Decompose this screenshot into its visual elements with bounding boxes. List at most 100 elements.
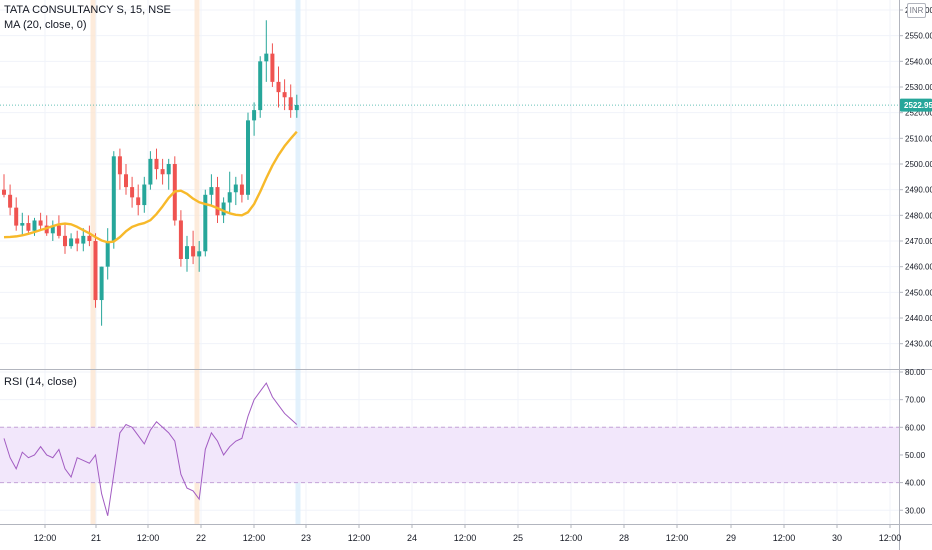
- candle-body: [2, 189, 6, 195]
- candle-body: [136, 197, 141, 206]
- candle: [246, 112, 250, 200]
- candle-body: [185, 246, 189, 259]
- candle: [239, 174, 244, 203]
- candle: [252, 102, 257, 136]
- candle-body: [209, 187, 214, 195]
- time-tick-label: 22: [196, 533, 206, 543]
- candle: [8, 184, 13, 216]
- candle: [270, 43, 275, 88]
- candle: [148, 151, 153, 190]
- time-tick-label: 12:00: [243, 533, 266, 543]
- candle-body: [14, 207, 19, 226]
- candle: [69, 233, 74, 249]
- candle-body: [130, 187, 135, 198]
- candle-body: [87, 235, 92, 242]
- candle-body: [111, 156, 116, 242]
- session-markers: [90, 0, 301, 524]
- candle: [276, 66, 281, 108]
- candle: [166, 158, 171, 190]
- candle: [130, 176, 135, 208]
- candle-body: [264, 53, 269, 62]
- price-tick-label: 2450.00: [905, 288, 932, 297]
- symbol-legend[interactable]: TATA CONSULTANCY S, 15, NSE: [4, 4, 171, 16]
- session-marker: [295, 0, 301, 524]
- candle: [20, 212, 25, 236]
- candle-body: [166, 164, 171, 175]
- candle-body: [8, 194, 13, 208]
- candle-body: [294, 104, 299, 111]
- candle: [282, 79, 287, 111]
- candle: [99, 266, 104, 326]
- candle-body: [117, 156, 122, 175]
- time-tick-label: 12:00: [454, 533, 477, 543]
- rsi-axis[interactable]: 30.00 40.00 50.00 60.00 70.00 80.00: [899, 368, 926, 515]
- candle: [63, 223, 67, 254]
- candle: [191, 230, 196, 265]
- time-tick-label: 12:00: [773, 533, 796, 543]
- candle: [2, 174, 6, 198]
- price-tick-label: 2540.00: [905, 57, 932, 66]
- candle: [264, 20, 269, 82]
- candle: [105, 228, 110, 280]
- price-tick-label: 2510.00: [905, 134, 932, 143]
- candle: [38, 212, 43, 231]
- price-tick-label: 2440.00: [905, 314, 932, 323]
- time-axis[interactable]: 12:00 21 12:00 22 12:00 23 12:00 24 12:00 25 12:00…: [34, 524, 902, 543]
- candle-body: [20, 223, 25, 226]
- candle: [142, 176, 147, 213]
- candle-body: [63, 235, 67, 247]
- rsi-tick-label: 50.00: [905, 451, 926, 460]
- candle-body: [276, 81, 281, 93]
- price-tick-label: 2480.00: [905, 211, 932, 220]
- time-tick-label: 23: [301, 533, 311, 543]
- ma-legend-label: MA (20, close, 0): [4, 19, 87, 31]
- session-marker: [194, 0, 200, 524]
- candle-body: [154, 158, 159, 170]
- ma-series: [3, 130, 298, 244]
- rsi-legend[interactable]: RSI (14, close): [4, 376, 77, 388]
- candle-body: [203, 194, 208, 252]
- candle: [87, 225, 92, 247]
- candle: [26, 215, 31, 234]
- candle: [44, 215, 49, 236]
- rsi-legend-label: RSI (14, close): [4, 376, 77, 388]
- candle-body: [44, 225, 49, 234]
- price-tick-label: 2430.00: [905, 340, 932, 349]
- candle: [93, 233, 98, 308]
- time-tick-label: 12:00: [137, 533, 160, 543]
- candle-body: [252, 110, 257, 121]
- candle: [160, 158, 165, 185]
- candle-body: [75, 238, 80, 244]
- price-axis[interactable]: 2430.00 2440.00 2450.00 2460.00 2470.00 2480.…: [899, 6, 932, 349]
- candle-body: [288, 97, 293, 111]
- candle: [14, 197, 19, 231]
- candle-body: [160, 169, 165, 175]
- candle: [117, 148, 122, 190]
- candle: [124, 164, 128, 195]
- rsi-band-fill: [0, 427, 899, 483]
- candle-body: [105, 241, 110, 267]
- candle-body: [227, 192, 232, 203]
- candle-body: [246, 120, 250, 195]
- price-tick-label: 2490.00: [905, 186, 932, 195]
- ma-legend[interactable]: MA (20, close, 0): [4, 19, 87, 31]
- candle: [136, 184, 141, 216]
- price-tick-label: 2470.00: [905, 237, 932, 246]
- candle-body: [191, 246, 196, 257]
- currency-badge[interactable]: INR: [907, 3, 926, 18]
- candle: [56, 215, 61, 239]
- candle: [50, 220, 55, 242]
- candle-body: [99, 266, 104, 301]
- candle-body: [56, 225, 61, 236]
- candle-body: [233, 184, 238, 193]
- time-tick-label: 12:00: [560, 533, 583, 543]
- candle-body: [270, 53, 275, 82]
- candle-body: [215, 187, 220, 216]
- candle: [233, 176, 238, 206]
- ma-line: [3, 130, 298, 244]
- rsi-tick-label: 70.00: [905, 396, 926, 405]
- candle: [227, 171, 232, 213]
- candle-body: [142, 184, 147, 206]
